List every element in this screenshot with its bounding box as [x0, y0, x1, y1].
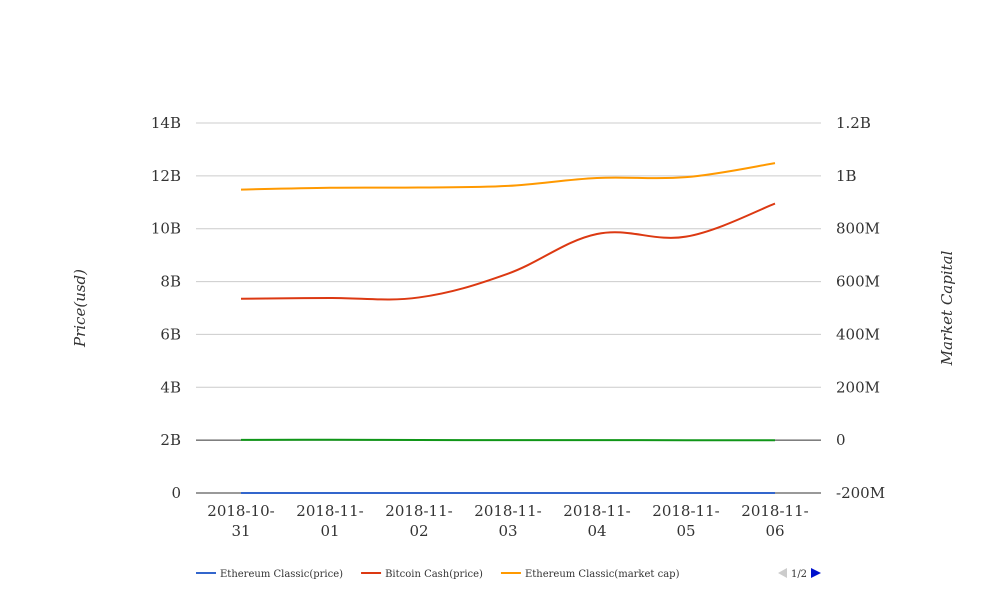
legend-label: Ethereum Classic(market cap): [525, 569, 680, 580]
y2-tick-label: 600M: [836, 273, 880, 291]
y-tick-label: 2B: [160, 431, 181, 449]
x-tick-label: 2018-10-31: [207, 502, 274, 540]
y2-tick-label: 1.2B: [836, 114, 871, 132]
x-tick-label: 2018-11-01: [296, 502, 363, 540]
y-tick-label: 12B: [151, 167, 181, 185]
y2-tick-label: 1B: [836, 167, 857, 185]
x-axis: 2018-10-31 2018-11-01 2018-11-02 2018-11-03…: [207, 502, 808, 540]
y2-tick-label: 200M: [836, 378, 880, 396]
x-tick-label: 2018-11-05: [652, 502, 719, 540]
legend-label: Ethereum Classic(price): [220, 569, 343, 580]
y-tick-label: 14B: [151, 114, 181, 132]
series-line-ethereum-classic-market-cap: [240, 162, 776, 191]
x-tick-label: 2018-11-06: [741, 502, 808, 540]
legend-label: Bitcoin Cash(price): [385, 569, 483, 580]
y-tick-label: 0: [171, 484, 181, 502]
y2-tick-label: 800M: [836, 220, 880, 238]
right-axis: -200M 0 200M 400M 600M 800M 1B 1.2B: [836, 114, 885, 502]
series-line-unlabeled-series: [240, 438, 776, 442]
y2-tick-label: -200M: [836, 484, 885, 502]
left-axis: 0 2B 4B 6B 8B 10B 12B 14B: [151, 114, 181, 502]
legend-item-ethereum-classic-market-cap[interactable]: Ethereum Classic(market cap): [500, 569, 680, 580]
y-tick-label: 6B: [160, 325, 181, 343]
legend-page-indicator: 1/2: [791, 569, 807, 580]
y-tick-label: 8B: [160, 273, 181, 291]
right-axis-title: Market Capital: [938, 250, 956, 366]
legend-item-bitcoin-cash-price[interactable]: Bitcoin Cash(price): [361, 569, 483, 580]
y-tick-label: 10B: [151, 220, 181, 238]
grid-layer: [196, 122, 821, 494]
y2-tick-label: 400M: [836, 325, 880, 343]
y-tick-label: 4B: [160, 378, 181, 396]
legend: Ethereum Classic(price) Bitcoin Cash(pric…: [196, 569, 680, 580]
x-tick-label: 2018-11-04: [563, 502, 630, 540]
series-line-bitcoin-cash-price: [240, 202, 776, 301]
series-layer: [240, 162, 776, 495]
legend-pager: 1/2: [778, 568, 821, 580]
legend-item-ethereum-classic-price[interactable]: Ethereum Classic(price): [196, 569, 343, 580]
y2-tick-label: 0: [836, 431, 846, 449]
legend-prev-arrow-icon[interactable]: [778, 568, 787, 578]
legend-next-arrow-icon[interactable]: [811, 568, 821, 578]
x-tick-label: 2018-11-02: [385, 502, 452, 540]
x-tick-label: 2018-11-03: [474, 502, 541, 540]
left-axis-title: Price(usd): [71, 269, 89, 348]
